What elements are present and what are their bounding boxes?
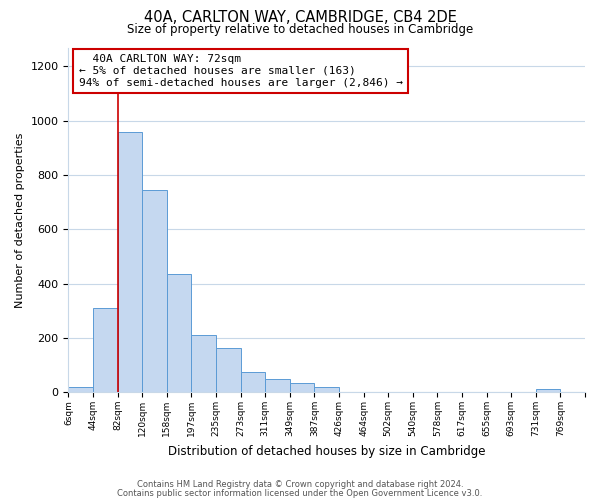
- X-axis label: Distribution of detached houses by size in Cambridge: Distribution of detached houses by size …: [168, 444, 485, 458]
- Text: 40A, CARLTON WAY, CAMBRIDGE, CB4 2DE: 40A, CARLTON WAY, CAMBRIDGE, CB4 2DE: [143, 10, 457, 25]
- Bar: [191, 335, 216, 392]
- Bar: [290, 384, 314, 392]
- Bar: [216, 348, 241, 392]
- Text: 40A CARLTON WAY: 72sqm  
← 5% of detached houses are smaller (163)
94% of semi-d: 40A CARLTON WAY: 72sqm ← 5% of detached …: [79, 54, 403, 88]
- Bar: [142, 190, 167, 392]
- Bar: [118, 132, 142, 392]
- Bar: [536, 390, 560, 392]
- Y-axis label: Number of detached properties: Number of detached properties: [15, 132, 25, 308]
- Bar: [314, 388, 339, 392]
- Bar: [265, 379, 290, 392]
- Bar: [93, 308, 118, 392]
- Text: Contains HM Land Registry data © Crown copyright and database right 2024.: Contains HM Land Registry data © Crown c…: [137, 480, 463, 489]
- Bar: [241, 372, 265, 392]
- Text: Size of property relative to detached houses in Cambridge: Size of property relative to detached ho…: [127, 22, 473, 36]
- Bar: [167, 274, 191, 392]
- Text: Contains public sector information licensed under the Open Government Licence v3: Contains public sector information licen…: [118, 488, 482, 498]
- Bar: [68, 386, 93, 392]
